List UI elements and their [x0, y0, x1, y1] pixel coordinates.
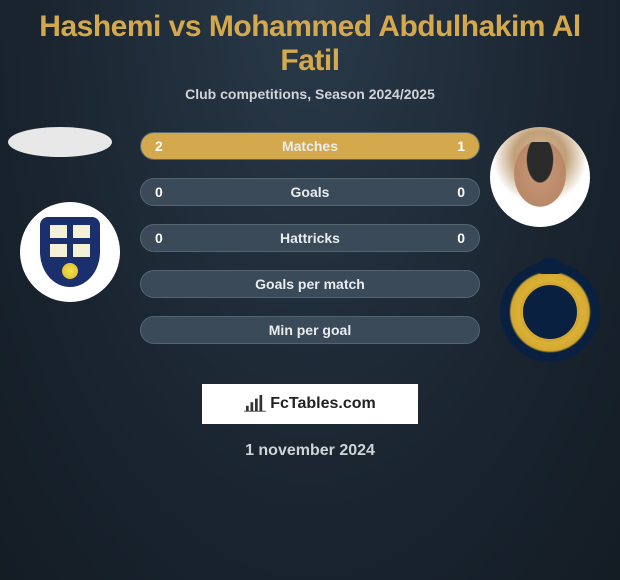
chart-icon	[244, 395, 266, 413]
branding-text: FcTables.com	[270, 395, 376, 413]
stat-label: Goals per match	[255, 276, 365, 292]
player-left-avatar	[8, 127, 112, 157]
page-subtitle: Club competitions, Season 2024/2025	[0, 86, 620, 102]
stat-value-right: 0	[457, 184, 465, 200]
stat-label: Min per goal	[269, 322, 351, 338]
club-left-badge	[20, 202, 120, 302]
stat-label: Goals	[291, 184, 330, 200]
date-text: 1 november 2024	[0, 442, 620, 460]
stat-value-left: 0	[155, 184, 163, 200]
stat-value-right: 1	[457, 138, 465, 154]
branding-badge: FcTables.com	[202, 384, 418, 424]
comparison-area: 2 1 Matches 0 0 Goals 0 0 Hattricks Goals per mat…	[0, 122, 620, 372]
stat-label: Matches	[282, 138, 338, 154]
stat-row: 0 0 Goals	[140, 178, 480, 206]
stat-label: Hattricks	[280, 230, 340, 246]
stat-value-right: 0	[457, 230, 465, 246]
stat-row: 2 1 Matches	[140, 132, 480, 160]
stat-value-left: 2	[155, 138, 163, 154]
stat-value-left: 0	[155, 230, 163, 246]
stat-row: Min per goal	[140, 316, 480, 344]
club-right-badge	[500, 262, 600, 362]
stat-row: 0 0 Hattricks	[140, 224, 480, 252]
stats-list: 2 1 Matches 0 0 Goals 0 0 Hattricks Goals per mat…	[140, 132, 480, 362]
stat-row: Goals per match	[140, 270, 480, 298]
player-right-avatar	[490, 127, 590, 227]
page-title: Hashemi vs Mohammed Abdulhakim Al Fatil	[0, 0, 620, 86]
